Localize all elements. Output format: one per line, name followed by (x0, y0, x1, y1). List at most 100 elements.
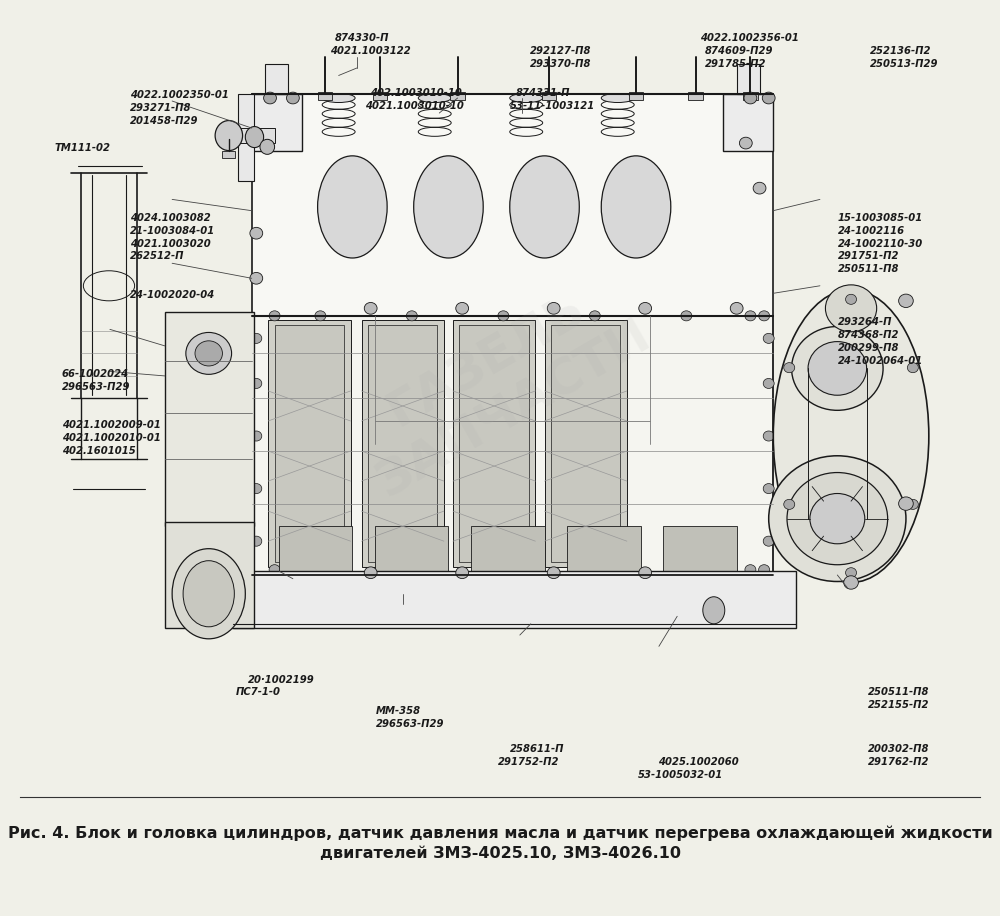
Bar (265, 64, 288, 94)
Bar (567, 526, 641, 572)
Ellipse shape (510, 93, 543, 103)
Text: 201458-П29: 201458-П29 (130, 116, 198, 125)
Bar (222, 150, 235, 158)
Circle shape (639, 567, 652, 579)
Text: 4025.1002060: 4025.1002060 (658, 758, 739, 767)
Circle shape (251, 536, 262, 546)
Text: 258611-П: 258611-П (510, 745, 564, 754)
Text: 291751-П2: 291751-П2 (838, 252, 900, 261)
Bar (368, 325, 437, 562)
Text: ГАЗЕЛЬ
ЗАПЧАСТИ: ГАЗЕЛЬ ЗАПЧАСТИ (341, 263, 659, 507)
Text: 293271-П8: 293271-П8 (130, 104, 192, 113)
Text: 4022.1002356-01: 4022.1002356-01 (700, 34, 799, 43)
Bar (629, 92, 643, 100)
Text: 293370-П8: 293370-П8 (530, 60, 592, 69)
Circle shape (498, 564, 509, 574)
Bar (737, 64, 760, 94)
Text: 874331-П: 874331-П (516, 89, 570, 98)
Circle shape (251, 333, 262, 344)
Bar (688, 92, 703, 100)
Ellipse shape (510, 156, 579, 258)
Bar (450, 92, 465, 100)
Text: 874609-П29: 874609-П29 (705, 47, 774, 56)
Text: 874330-П: 874330-П (335, 34, 390, 43)
Text: 53-11-1003121: 53-11-1003121 (510, 102, 595, 111)
Circle shape (792, 326, 883, 410)
Text: 250511-П8: 250511-П8 (868, 688, 930, 697)
Bar (471, 526, 545, 572)
Circle shape (681, 564, 692, 574)
Circle shape (745, 311, 756, 321)
Bar (373, 92, 387, 100)
Circle shape (406, 564, 417, 574)
Bar (55, 23, 970, 774)
Bar (551, 325, 620, 562)
Text: 21-1003084-01: 21-1003084-01 (130, 226, 215, 235)
Ellipse shape (703, 596, 725, 624)
Circle shape (763, 333, 774, 344)
Bar (542, 92, 556, 100)
Circle shape (759, 311, 770, 321)
Ellipse shape (183, 561, 234, 627)
Text: ТМ111-02: ТМ111-02 (55, 144, 111, 153)
Ellipse shape (601, 156, 671, 258)
Circle shape (498, 311, 509, 321)
Text: 292127-П8: 292127-П8 (530, 47, 592, 56)
Circle shape (899, 496, 913, 510)
Circle shape (681, 311, 692, 321)
Circle shape (364, 567, 377, 579)
Text: ПС7-1-0: ПС7-1-0 (236, 688, 281, 697)
Text: Рис. 4. Блок и головка цилиндров, датчик давления масла и датчик перегрева охлаж: Рис. 4. Блок и головка цилиндров, датчик… (8, 826, 992, 841)
Circle shape (250, 227, 263, 239)
Bar (375, 526, 448, 572)
Circle shape (251, 484, 262, 494)
Text: 402.1003010-10: 402.1003010-10 (370, 89, 462, 98)
Text: ММ-358: ММ-358 (376, 706, 421, 715)
Circle shape (763, 536, 774, 546)
Ellipse shape (172, 549, 245, 638)
Bar (362, 320, 444, 567)
Text: 4021.1003020: 4021.1003020 (130, 239, 211, 248)
Text: 200299-П8: 200299-П8 (838, 344, 900, 353)
Bar (459, 325, 529, 562)
Text: двигателей ЗМЗ-4025.10, ЗМЗ-4026.10: двигателей ЗМЗ-4025.10, ЗМЗ-4026.10 (320, 846, 680, 861)
Circle shape (763, 484, 774, 494)
Circle shape (195, 341, 222, 366)
Circle shape (251, 431, 262, 441)
Circle shape (753, 182, 766, 194)
Circle shape (744, 93, 757, 104)
Bar (252, 94, 302, 150)
Text: 24-1002110-30: 24-1002110-30 (838, 239, 923, 248)
Circle shape (810, 494, 865, 544)
Ellipse shape (322, 93, 355, 103)
Bar (318, 92, 332, 100)
Bar (663, 526, 737, 572)
Circle shape (264, 93, 276, 104)
Circle shape (269, 311, 280, 321)
Circle shape (745, 564, 756, 574)
Circle shape (730, 302, 743, 314)
Text: 293264-П: 293264-П (838, 318, 893, 327)
Circle shape (762, 93, 775, 104)
Circle shape (907, 363, 918, 373)
Circle shape (315, 311, 326, 321)
Circle shape (784, 363, 795, 373)
Circle shape (769, 456, 906, 582)
Bar (252, 316, 773, 575)
Bar (238, 128, 275, 143)
Text: 24-1002064-01: 24-1002064-01 (838, 356, 923, 365)
Circle shape (547, 302, 560, 314)
Circle shape (250, 272, 263, 284)
Text: 4021.1002009-01: 4021.1002009-01 (62, 420, 161, 430)
Text: 250513-П29: 250513-П29 (870, 60, 938, 69)
Circle shape (787, 473, 888, 565)
Ellipse shape (418, 93, 451, 103)
Text: 15-1003085-01: 15-1003085-01 (838, 213, 923, 223)
Bar (275, 325, 344, 562)
Bar (238, 94, 254, 180)
Text: 291762-П2: 291762-П2 (868, 758, 930, 767)
Ellipse shape (260, 139, 275, 155)
Bar (165, 522, 254, 627)
Text: 402.1601015: 402.1601015 (62, 446, 136, 455)
Circle shape (589, 311, 600, 321)
